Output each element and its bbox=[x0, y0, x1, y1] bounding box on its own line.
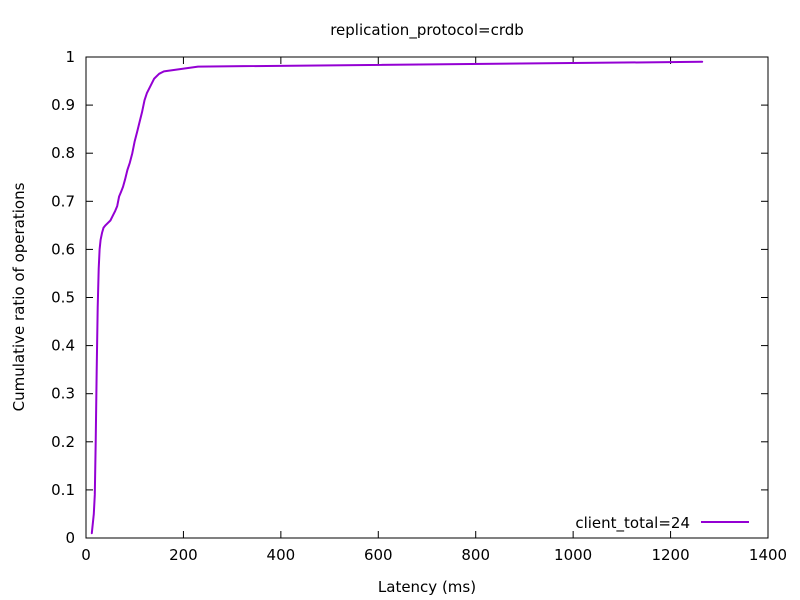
y-tick-label: 0.6 bbox=[51, 240, 75, 258]
y-tick-label: 0.9 bbox=[51, 96, 75, 114]
y-tick-label: 0 bbox=[65, 529, 75, 547]
x-tick-label: 1000 bbox=[554, 546, 592, 564]
y-tick-label: 0.7 bbox=[51, 192, 75, 210]
x-tick-label: 400 bbox=[267, 546, 296, 564]
y-axis-label: Cumulative ratio of operations bbox=[10, 182, 28, 411]
legend-label: client_total=24 bbox=[575, 514, 690, 533]
x-axis-label: Latency (ms) bbox=[378, 578, 476, 596]
y-tick-label: 0.8 bbox=[51, 144, 75, 162]
y-tick-label: 1 bbox=[65, 48, 75, 66]
series-line-0 bbox=[90, 60, 704, 535]
y-tick-label: 0.5 bbox=[51, 289, 75, 307]
y-tick-label: 0.4 bbox=[51, 337, 75, 355]
x-tick-label: 800 bbox=[461, 546, 490, 564]
x-tick-label: 0 bbox=[81, 546, 91, 564]
x-tick-label: 1400 bbox=[749, 546, 787, 564]
x-tick-label: 200 bbox=[169, 546, 198, 564]
y-tick-label: 0.2 bbox=[51, 433, 75, 451]
plot-frame bbox=[85, 56, 769, 539]
x-tick-label: 600 bbox=[364, 546, 393, 564]
y-tick-label: 0.1 bbox=[51, 481, 75, 499]
x-tick-label: 1200 bbox=[651, 546, 689, 564]
legend: client_total=24 bbox=[575, 514, 749, 533]
chart-title: replication_protocol=crdb bbox=[330, 21, 524, 40]
y-tick-label: 0.3 bbox=[51, 385, 75, 403]
